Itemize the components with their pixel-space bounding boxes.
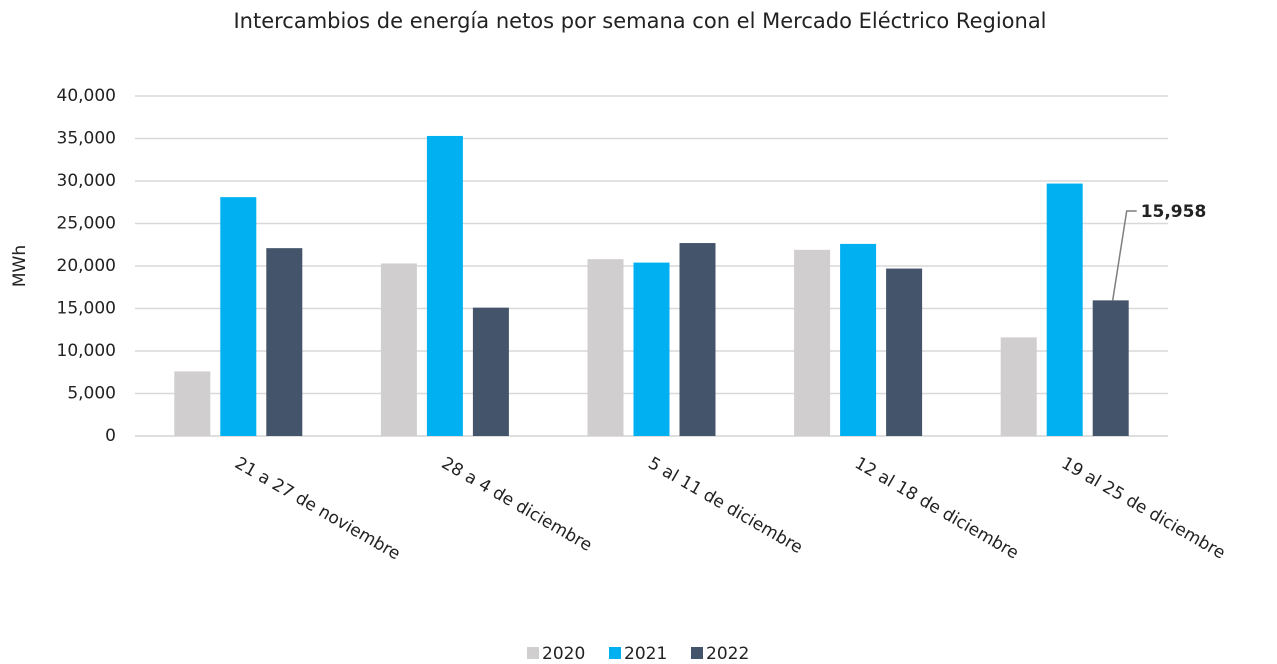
bar	[794, 249, 831, 436]
y-tick-label: 30,000	[57, 171, 116, 191]
x-tick-label: 12 al 18 de diciembre	[851, 453, 1022, 563]
bar	[174, 371, 211, 436]
bar	[886, 268, 923, 436]
y-tick-label: 40,000	[57, 86, 116, 106]
y-axis-label: MWh	[10, 245, 30, 287]
y-tick-label: 5,000	[67, 384, 116, 404]
label-leader	[1111, 210, 1137, 301]
legend-label: 2021	[624, 644, 667, 664]
data-label: 15,958	[1141, 202, 1207, 222]
bar	[1092, 300, 1129, 436]
bar	[633, 262, 670, 436]
bar	[266, 248, 303, 436]
legend-swatch	[691, 647, 703, 659]
y-tick-label: 0	[105, 426, 116, 446]
bar	[220, 197, 257, 436]
legend-label: 2022	[706, 644, 749, 664]
bar	[472, 307, 509, 436]
y-tick-label: 25,000	[57, 214, 116, 234]
bar	[1046, 183, 1083, 436]
bar	[840, 243, 877, 436]
bar	[679, 243, 716, 436]
x-tick-label: 19 al 25 de diciembre	[1058, 453, 1229, 563]
chart-title: Intercambios de energía netos por semana…	[233, 9, 1046, 33]
bar	[426, 135, 463, 436]
x-tick-label: 28 a 4 de diciembre	[438, 453, 595, 555]
bar	[380, 263, 417, 436]
y-tick-label: 15,000	[57, 299, 116, 319]
y-tick-label: 10,000	[57, 341, 116, 361]
legend-label: 2020	[542, 644, 585, 664]
x-tick-label: 5 al 11 de diciembre	[645, 453, 807, 558]
bar	[587, 259, 624, 436]
legend-swatch	[609, 647, 621, 659]
bar	[1000, 337, 1037, 436]
legend-swatch	[527, 647, 539, 659]
x-tick-label: 21 a 27 de noviembre	[231, 453, 403, 564]
y-tick-label: 35,000	[57, 129, 116, 149]
y-tick-label: 20,000	[57, 256, 116, 276]
